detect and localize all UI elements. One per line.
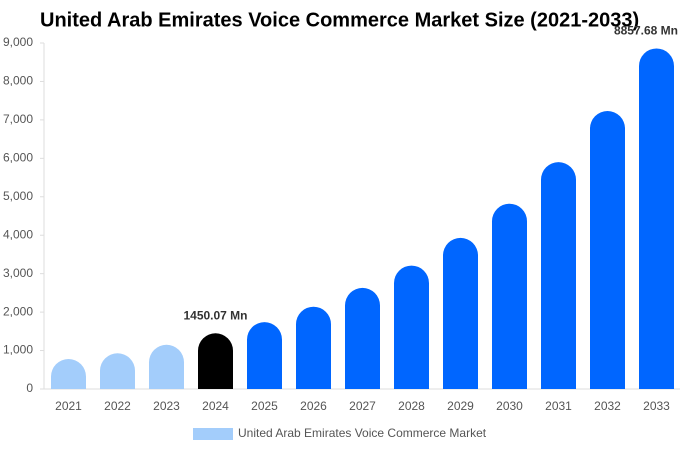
bar bbox=[51, 359, 86, 389]
y-tick-label: 4,000 bbox=[3, 227, 33, 241]
bar bbox=[443, 237, 478, 389]
y-tick-label: 3,000 bbox=[3, 266, 33, 280]
y-tick-label: 6,000 bbox=[3, 151, 33, 165]
x-tick-label: 2024 bbox=[202, 399, 229, 413]
x-tick-label: 2021 bbox=[55, 399, 82, 413]
x-tick-label: 2028 bbox=[398, 399, 425, 413]
bar bbox=[541, 162, 576, 389]
x-tick-label: 2027 bbox=[349, 399, 376, 413]
x-tick-label: 2033 bbox=[643, 399, 670, 413]
chart-title: United Arab Emirates Voice Commerce Mark… bbox=[40, 9, 639, 31]
x-tick-label: 2023 bbox=[153, 399, 180, 413]
bar bbox=[492, 203, 527, 389]
bar bbox=[345, 287, 380, 389]
y-tick-label: 1,000 bbox=[3, 343, 33, 357]
bar bbox=[247, 322, 282, 389]
value-label: 1450.07 Mn bbox=[183, 308, 247, 322]
x-tick-label: 2026 bbox=[300, 399, 327, 413]
bar bbox=[590, 111, 625, 389]
x-tick-label: 2025 bbox=[251, 399, 278, 413]
y-tick-label: 0 bbox=[26, 381, 33, 395]
x-tick-label: 2032 bbox=[594, 399, 621, 413]
y-tick-label: 5,000 bbox=[3, 189, 33, 203]
legend-swatch bbox=[193, 428, 233, 440]
x-tick-label: 2022 bbox=[104, 399, 131, 413]
x-tick-label: 2029 bbox=[447, 399, 474, 413]
legend-label: United Arab Emirates Voice Commerce Mark… bbox=[238, 426, 487, 440]
y-tick-label: 9,000 bbox=[3, 35, 33, 49]
bar bbox=[100, 353, 135, 389]
bar bbox=[639, 48, 674, 390]
bar bbox=[296, 306, 331, 389]
y-tick-label: 7,000 bbox=[3, 112, 33, 126]
bar bbox=[149, 344, 184, 389]
y-tick-label: 8,000 bbox=[3, 74, 33, 88]
x-tick-label: 2030 bbox=[496, 399, 523, 413]
x-tick-label: 2031 bbox=[545, 399, 572, 413]
y-tick-label: 2,000 bbox=[3, 304, 33, 318]
value-label: 8857.68 Mn bbox=[614, 24, 678, 38]
bar bbox=[394, 265, 429, 389]
bar bbox=[198, 333, 233, 389]
